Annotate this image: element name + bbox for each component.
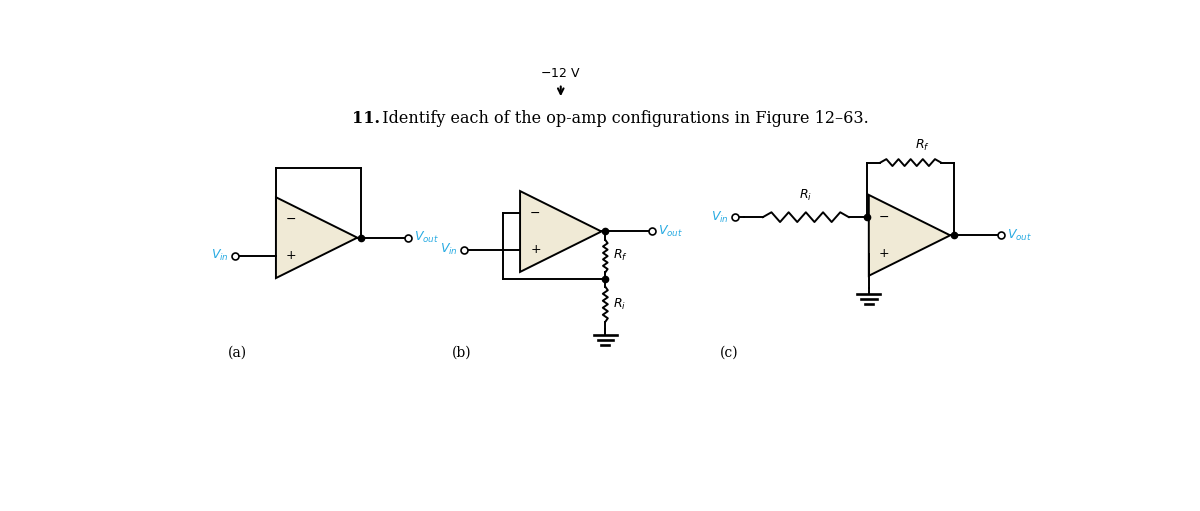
Text: $-12\ \mathrm{V}$: $-12\ \mathrm{V}$ — [540, 67, 581, 80]
Text: +: + — [530, 243, 541, 256]
Text: $R_f$: $R_f$ — [914, 137, 930, 153]
Polygon shape — [869, 195, 950, 276]
Text: (c): (c) — [720, 345, 738, 359]
Text: +: + — [878, 247, 889, 260]
Text: $R_f$: $R_f$ — [613, 248, 628, 263]
Text: +: + — [286, 249, 296, 262]
Text: (b): (b) — [452, 345, 472, 359]
Text: −: − — [286, 213, 296, 226]
Text: $V_{in}$: $V_{in}$ — [211, 248, 229, 263]
Text: 11.: 11. — [352, 110, 379, 127]
Text: $V_{out}$: $V_{out}$ — [414, 230, 439, 245]
Polygon shape — [520, 191, 601, 272]
Polygon shape — [276, 197, 358, 278]
Text: $V_{out}$: $V_{out}$ — [1007, 228, 1032, 243]
Text: $V_{in}$: $V_{in}$ — [439, 242, 457, 257]
Text: (a): (a) — [228, 345, 247, 359]
Text: Identify each of the op-amp configurations in Figure 12–63.: Identify each of the op-amp configuratio… — [372, 110, 869, 127]
Text: −: − — [878, 211, 889, 224]
Text: $V_{out}$: $V_{out}$ — [658, 224, 683, 239]
Text: $V_{in}$: $V_{in}$ — [710, 210, 728, 225]
Text: $R_i$: $R_i$ — [613, 297, 626, 312]
Text: $R_i$: $R_i$ — [799, 188, 812, 203]
Text: −: − — [530, 207, 541, 220]
